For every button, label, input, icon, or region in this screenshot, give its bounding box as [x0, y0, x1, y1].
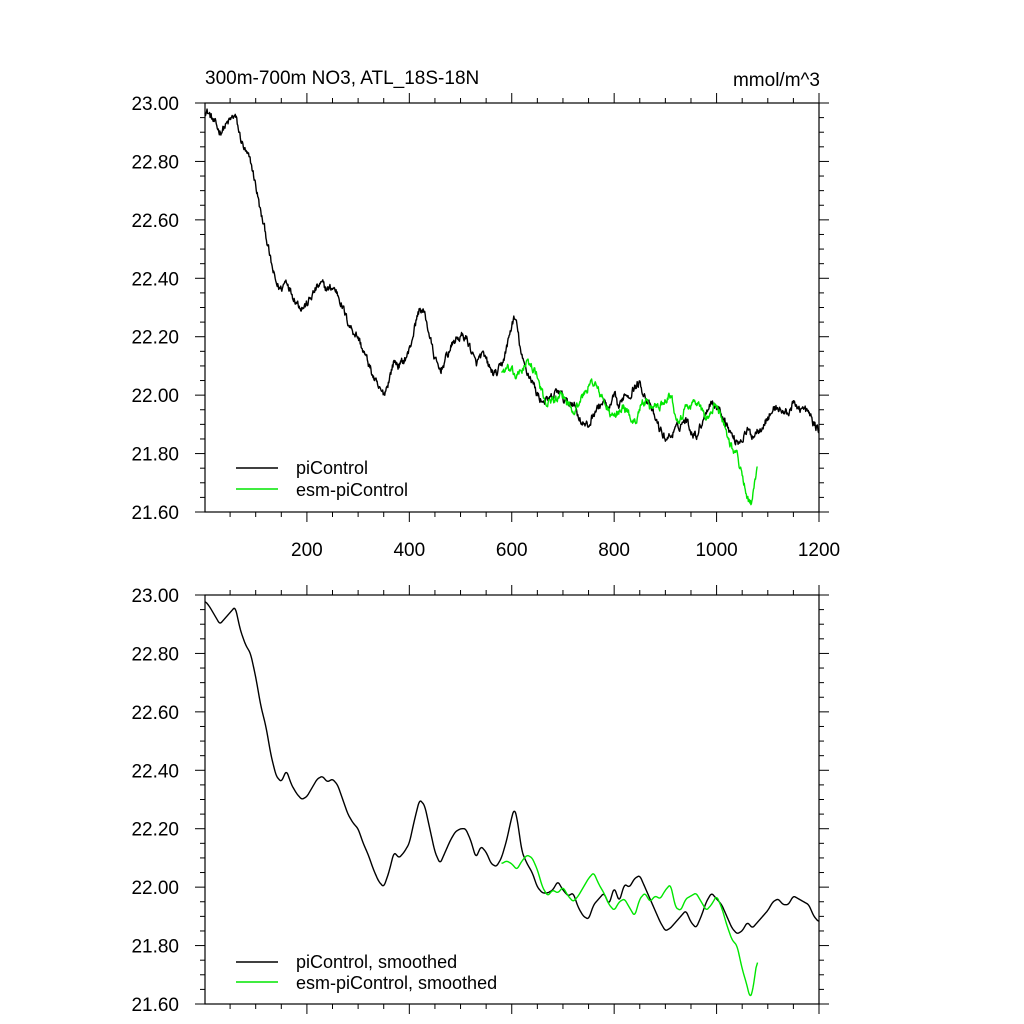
top-y-tick-label: 22.00 — [131, 386, 179, 407]
top-y-tick-label: 22.40 — [131, 269, 179, 290]
top-legend: piControl esm-piControl — [236, 458, 408, 500]
bottom-y-tick-label: 23.00 — [131, 586, 179, 607]
bottom-legend: piControl, smoothed esm-piControl, smoot… — [236, 952, 497, 993]
bottom-y-tick-label: 22.80 — [131, 644, 179, 665]
top-series — [204, 108, 820, 506]
bottom-y-tick-label: 22.40 — [131, 761, 179, 782]
legend-label-picontrol-smoothed: piControl, smoothed — [296, 952, 457, 972]
bottom-plot-frame — [204, 594, 820, 1005]
top-x-tick-label: 1200 — [798, 540, 840, 561]
top-panel: 300m-700m NO3, ATL_18S-18N mmol/m^3 23.0… — [131, 68, 840, 561]
top-ticks: 23.00 22.80 22.60 22.40 22.20 22.00 21.80 21.60… — [131, 93, 840, 561]
bottom-y-tick-label: 21.80 — [131, 937, 179, 958]
top-x-tick-label: 200 — [291, 540, 323, 561]
top-x-tick-label: 1000 — [695, 540, 737, 561]
top-y-tick-label: 22.20 — [131, 328, 179, 349]
top-series-line-1 — [500, 358, 758, 506]
top-x-tick-label: 400 — [393, 540, 425, 561]
top-y-tick-label: 23.00 — [131, 94, 179, 115]
legend-label-esm-picontrol-smoothed: esm-piControl, smoothed — [296, 973, 497, 993]
units-label: mmol/m^3 — [733, 70, 820, 91]
legend-label-picontrol: piControl — [296, 458, 368, 478]
bottom-y-tick-label: 22.00 — [131, 878, 179, 899]
bottom-y-tick-label: 21.60 — [131, 995, 179, 1016]
legend-label-esm-picontrol: esm-piControl — [296, 480, 408, 500]
top-x-tick-label: 600 — [496, 540, 528, 561]
top-y-tick-label: 21.60 — [131, 503, 179, 524]
bottom-ticks: 23.00 22.80 22.60 22.40 22.20 22.00 21.80 21.60 — [131, 585, 829, 1016]
bottom-y-tick-label: 22.60 — [131, 703, 179, 724]
bottom-panel: 23.00 22.80 22.60 22.40 22.20 22.00 21.80 21.60… — [131, 585, 829, 1016]
top-plot-frame — [204, 102, 820, 513]
bottom-series-line-0 — [204, 601, 820, 934]
bottom-series-line-1 — [501, 854, 759, 997]
top-x-tick-label: 800 — [598, 540, 630, 561]
top-y-tick-label: 22.60 — [131, 211, 179, 232]
chart-title: 300m-700m NO3, ATL_18S-18N — [205, 68, 479, 89]
bottom-y-tick-label: 22.20 — [131, 820, 179, 841]
bottom-series — [204, 601, 820, 997]
top-y-tick-label: 22.80 — [131, 152, 179, 173]
top-y-tick-label: 21.80 — [131, 445, 179, 466]
top-series-line-0 — [204, 108, 820, 446]
